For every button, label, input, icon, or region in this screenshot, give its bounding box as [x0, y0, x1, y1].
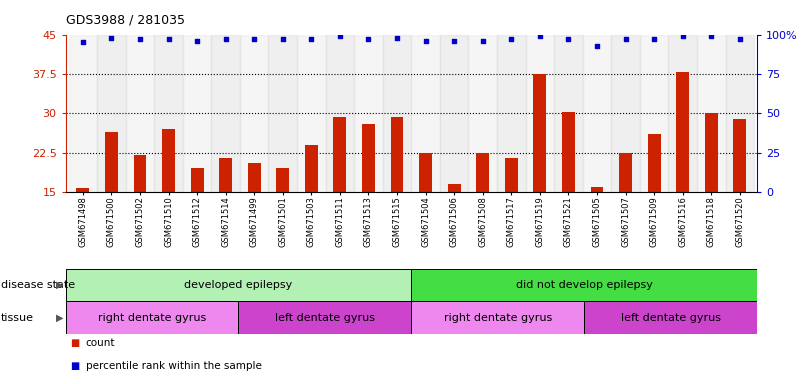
Bar: [69, 35, 97, 192]
Bar: [354, 35, 383, 192]
Bar: [276, 169, 289, 192]
Bar: [497, 35, 525, 192]
Point: [134, 36, 147, 42]
Text: developed epilepsy: developed epilepsy: [184, 280, 292, 290]
Bar: [240, 35, 268, 192]
Bar: [183, 35, 211, 192]
Bar: [448, 184, 461, 192]
Bar: [297, 35, 326, 192]
Bar: [326, 35, 354, 192]
Text: right dentate gyrus: right dentate gyrus: [98, 313, 206, 323]
Bar: [734, 119, 747, 192]
Bar: [333, 117, 346, 192]
Point: [391, 35, 404, 41]
Bar: [105, 132, 118, 192]
Point: [562, 36, 575, 42]
Point: [76, 40, 89, 46]
Point: [276, 36, 289, 42]
Bar: [391, 117, 404, 192]
Bar: [469, 35, 497, 192]
Point: [219, 36, 232, 42]
Point: [619, 36, 632, 42]
Point: [477, 38, 489, 44]
Point: [162, 36, 175, 42]
Bar: [419, 153, 432, 192]
Bar: [640, 35, 668, 192]
Bar: [126, 35, 155, 192]
Bar: [383, 35, 411, 192]
Bar: [582, 35, 611, 192]
Text: tissue: tissue: [1, 313, 34, 323]
Text: ▶: ▶: [56, 313, 63, 323]
Text: GDS3988 / 281035: GDS3988 / 281035: [66, 14, 185, 27]
Bar: [611, 35, 640, 192]
Bar: [648, 134, 661, 192]
Text: left dentate gyrus: left dentate gyrus: [621, 313, 721, 323]
Bar: [412, 301, 584, 334]
Point: [533, 33, 546, 39]
Bar: [219, 158, 232, 192]
Bar: [268, 35, 297, 192]
Point: [191, 38, 203, 44]
Bar: [411, 35, 440, 192]
Bar: [412, 269, 757, 301]
Bar: [584, 301, 757, 334]
Bar: [66, 269, 412, 301]
Bar: [590, 187, 603, 192]
Text: disease state: disease state: [1, 280, 75, 290]
Point: [305, 36, 318, 42]
Bar: [619, 153, 632, 192]
Bar: [726, 35, 754, 192]
Text: did not develop epilepsy: did not develop epilepsy: [516, 280, 653, 290]
Point: [648, 36, 661, 42]
Point: [590, 43, 603, 49]
Bar: [697, 35, 726, 192]
Bar: [97, 35, 126, 192]
Bar: [66, 301, 239, 334]
Point: [362, 36, 375, 42]
Bar: [239, 301, 412, 334]
Point: [448, 38, 461, 44]
Point: [333, 33, 346, 39]
Point: [676, 33, 689, 39]
Point: [734, 36, 747, 42]
Bar: [162, 129, 175, 192]
Bar: [76, 188, 89, 192]
Text: right dentate gyrus: right dentate gyrus: [444, 313, 552, 323]
Bar: [155, 35, 183, 192]
Bar: [505, 158, 517, 192]
Bar: [525, 35, 554, 192]
Bar: [248, 163, 260, 192]
Point: [248, 36, 260, 42]
Text: count: count: [86, 338, 115, 348]
Bar: [705, 113, 718, 192]
Bar: [305, 145, 318, 192]
Bar: [554, 35, 582, 192]
Bar: [533, 74, 546, 192]
Text: left dentate gyrus: left dentate gyrus: [275, 313, 375, 323]
Bar: [134, 155, 147, 192]
Text: percentile rank within the sample: percentile rank within the sample: [86, 361, 262, 371]
Bar: [562, 112, 575, 192]
Bar: [668, 35, 697, 192]
Bar: [440, 35, 469, 192]
Bar: [477, 153, 489, 192]
Point: [705, 33, 718, 39]
Point: [505, 36, 517, 42]
Text: ▶: ▶: [56, 280, 63, 290]
Text: ■: ■: [70, 361, 79, 371]
Bar: [211, 35, 240, 192]
Bar: [676, 72, 689, 192]
Text: ■: ■: [70, 338, 79, 348]
Point: [419, 38, 432, 44]
Bar: [191, 169, 203, 192]
Point: [105, 35, 118, 41]
Bar: [362, 124, 375, 192]
